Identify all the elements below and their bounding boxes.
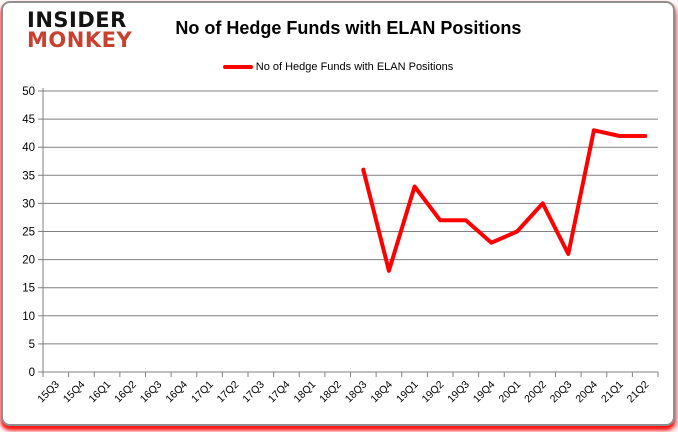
insider-monkey-logo: INSIDER MONKEY [27, 8, 133, 52]
svg-text:5: 5 [29, 339, 35, 351]
svg-text:17Q2: 17Q2 [215, 379, 242, 406]
svg-text:35: 35 [22, 170, 35, 182]
legend-label: No of Hedge Funds with ELAN Positions [255, 61, 454, 73]
svg-text:16Q1: 16Q1 [87, 379, 114, 406]
svg-text:18Q3: 18Q3 [343, 379, 370, 406]
logo-text-monkey: MONKEY [27, 27, 133, 52]
svg-text:0: 0 [29, 367, 35, 379]
svg-text:15Q3: 15Q3 [35, 379, 62, 406]
svg-text:19Q4: 19Q4 [471, 379, 498, 406]
svg-text:15: 15 [22, 283, 35, 295]
svg-text:20Q4: 20Q4 [573, 379, 600, 406]
svg-text:20Q1: 20Q1 [497, 379, 524, 406]
svg-text:10: 10 [22, 311, 35, 323]
svg-text:17Q3: 17Q3 [240, 379, 267, 406]
svg-text:15Q4: 15Q4 [61, 379, 88, 406]
svg-text:21Q1: 21Q1 [599, 379, 626, 406]
svg-text:25: 25 [22, 227, 35, 239]
svg-text:30: 30 [22, 198, 35, 210]
svg-text:20Q2: 20Q2 [522, 379, 549, 406]
svg-text:17Q1: 17Q1 [189, 379, 216, 406]
svg-text:20Q3: 20Q3 [548, 379, 575, 406]
chart-title: No of Hedge Funds with ELAN Positions [175, 18, 522, 38]
chart-card: INSIDER MONKEY No of Hedge Funds with EL… [1, 1, 675, 426]
svg-text:40: 40 [22, 142, 35, 154]
svg-text:50: 50 [22, 86, 35, 98]
svg-text:19Q3: 19Q3 [445, 379, 472, 406]
svg-text:21Q2: 21Q2 [625, 379, 652, 406]
svg-text:45: 45 [22, 114, 35, 126]
svg-text:18Q2: 18Q2 [317, 379, 344, 406]
logo-text-insider: INSIDER [27, 8, 127, 32]
svg-text:18Q4: 18Q4 [368, 379, 395, 406]
svg-text:19Q1: 19Q1 [394, 379, 421, 406]
svg-text:16Q4: 16Q4 [163, 379, 190, 406]
svg-text:16Q2: 16Q2 [112, 379, 139, 406]
svg-text:18Q1: 18Q1 [292, 379, 319, 406]
legend-line-marker [222, 65, 253, 69]
svg-text:20: 20 [22, 255, 35, 267]
svg-text:17Q4: 17Q4 [266, 379, 293, 406]
chart-legend: No of Hedge Funds with ELAN Positions [3, 61, 673, 73]
svg-text:19Q2: 19Q2 [420, 379, 447, 406]
svg-text:16Q3: 16Q3 [138, 379, 165, 406]
